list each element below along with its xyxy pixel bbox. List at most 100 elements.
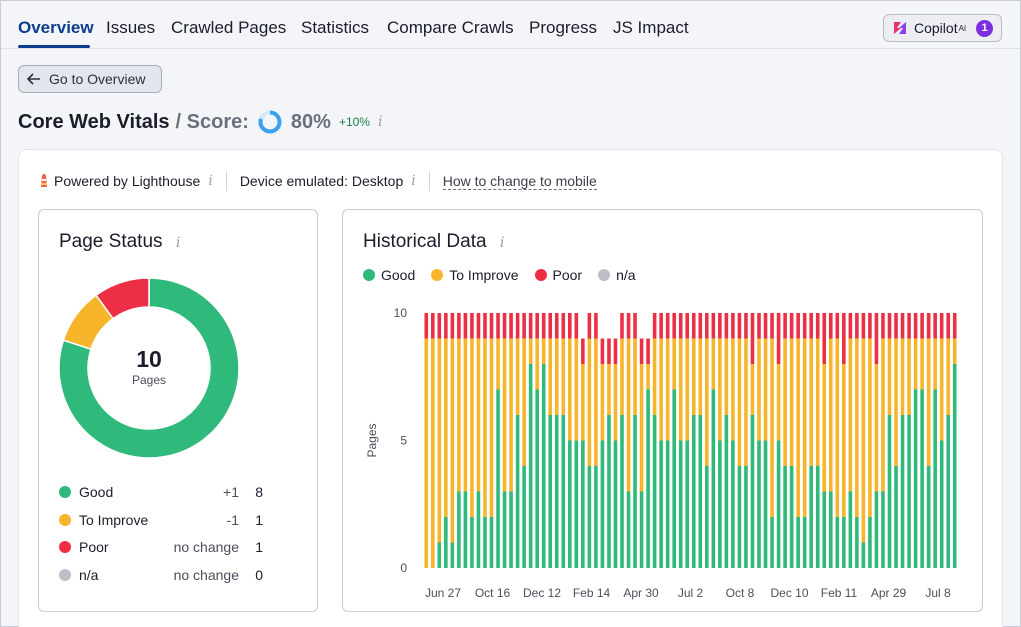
- bar-segment[interactable]: [561, 338, 566, 416]
- bar-segment[interactable]: [737, 313, 742, 339]
- bar-segment[interactable]: [802, 517, 807, 568]
- bar-segment[interactable]: [652, 415, 657, 568]
- bar-segment[interactable]: [685, 313, 690, 339]
- bar-segment[interactable]: [607, 364, 611, 415]
- bar-segment[interactable]: [587, 313, 592, 339]
- bar-segment[interactable]: [848, 313, 853, 339]
- bar-segment[interactable]: [868, 338, 872, 518]
- bar-segment[interactable]: [457, 491, 461, 569]
- bar-segment[interactable]: [770, 338, 774, 518]
- bar-segment[interactable]: [705, 466, 709, 568]
- bar-segment[interactable]: [828, 313, 833, 339]
- bar-segment[interactable]: [789, 338, 794, 467]
- bar-segment[interactable]: [470, 313, 474, 339]
- bar-segment[interactable]: [678, 313, 683, 339]
- bar-segment[interactable]: [528, 338, 533, 365]
- bar-segment[interactable]: [613, 364, 618, 441]
- bar-segment[interactable]: [946, 415, 951, 568]
- bar-segment[interactable]: [835, 517, 840, 568]
- bar-segment[interactable]: [881, 338, 885, 492]
- info-icon[interactable]: i: [499, 235, 505, 251]
- bar-segment[interactable]: [783, 338, 787, 467]
- bar-segment[interactable]: [737, 466, 742, 568]
- bar-segment[interactable]: [554, 313, 559, 339]
- bar-segment[interactable]: [613, 338, 618, 365]
- bar-segment[interactable]: [815, 466, 820, 568]
- bar-segment[interactable]: [861, 313, 866, 339]
- bar-segment[interactable]: [535, 389, 539, 569]
- bar-segment[interactable]: [731, 338, 735, 441]
- bar-segment[interactable]: [926, 313, 931, 339]
- bar-segment[interactable]: [541, 364, 546, 568]
- bar-segment[interactable]: [476, 491, 481, 569]
- bar-segment[interactable]: [626, 491, 631, 569]
- bar-segment[interactable]: [815, 313, 820, 339]
- bar-segment[interactable]: [548, 313, 553, 339]
- bar-segment[interactable]: [528, 313, 533, 339]
- bar-segment[interactable]: [672, 389, 676, 569]
- bar-segment[interactable]: [430, 338, 435, 569]
- bar-segment[interactable]: [444, 313, 448, 339]
- bar-segment[interactable]: [568, 313, 572, 339]
- bar-segment[interactable]: [913, 313, 918, 339]
- bar-segment[interactable]: [718, 338, 722, 441]
- bar-segment[interactable]: [581, 440, 585, 569]
- bar-segment[interactable]: [437, 542, 442, 569]
- bar-segment[interactable]: [737, 338, 742, 467]
- bar-segment[interactable]: [639, 338, 644, 365]
- bar-segment[interactable]: [620, 338, 624, 416]
- bar-segment[interactable]: [894, 313, 898, 339]
- bar-segment[interactable]: [613, 440, 618, 569]
- bar-segment[interactable]: [868, 313, 872, 339]
- tab-statistics[interactable]: Statistics: [301, 18, 370, 37]
- bar-segment[interactable]: [887, 415, 892, 568]
- bar-segment[interactable]: [835, 313, 840, 339]
- bar-segment[interactable]: [502, 313, 507, 339]
- bar-segment[interactable]: [842, 313, 846, 364]
- bar-segment[interactable]: [705, 338, 709, 467]
- bar-segment[interactable]: [633, 338, 637, 416]
- bar-segment[interactable]: [626, 313, 631, 339]
- bar-segment[interactable]: [509, 313, 513, 339]
- bar-segment[interactable]: [868, 517, 872, 568]
- bar-segment[interactable]: [881, 491, 885, 569]
- bar-segment[interactable]: [900, 313, 905, 339]
- bar-segment[interactable]: [424, 313, 429, 339]
- bar-segment[interactable]: [724, 313, 729, 339]
- tab-progress[interactable]: Progress: [529, 18, 598, 37]
- go-to-overview-button[interactable]: Go to Overview: [18, 65, 162, 93]
- bar-segment[interactable]: [711, 338, 716, 390]
- info-icon[interactable]: i: [411, 173, 416, 189]
- bar-segment[interactable]: [470, 517, 474, 568]
- bar-segment[interactable]: [744, 338, 748, 467]
- bar-segment[interactable]: [757, 313, 761, 339]
- bar-segment[interactable]: [894, 466, 898, 568]
- bar-segment[interactable]: [894, 338, 898, 467]
- bar-segment[interactable]: [437, 313, 442, 339]
- bar-segment[interactable]: [809, 466, 813, 568]
- bar-segment[interactable]: [509, 491, 513, 569]
- bar-segment[interactable]: [933, 313, 937, 339]
- bar-segment[interactable]: [881, 313, 885, 339]
- bar-segment[interactable]: [952, 313, 957, 339]
- bar-segment[interactable]: [620, 415, 624, 568]
- donut-segment-poor[interactable]: [95, 277, 150, 320]
- bar-segment[interactable]: [939, 338, 944, 441]
- bar-segment[interactable]: [907, 415, 911, 568]
- bar-segment[interactable]: [554, 338, 559, 416]
- bar-segment[interactable]: [561, 415, 566, 568]
- bar-segment[interactable]: [861, 542, 866, 569]
- bar-segment[interactable]: [952, 364, 957, 568]
- bar-segment[interactable]: [763, 338, 768, 441]
- bar-segment[interactable]: [463, 338, 468, 492]
- bar-segment[interactable]: [796, 517, 800, 568]
- tab-compare-crawls[interactable]: Compare Crawls: [387, 18, 514, 37]
- bar-segment[interactable]: [744, 466, 748, 568]
- bar-segment[interactable]: [496, 389, 500, 569]
- bar-segment[interactable]: [698, 313, 703, 339]
- bar-segment[interactable]: [574, 338, 579, 441]
- bar-segment[interactable]: [744, 313, 748, 339]
- legend-item-na[interactable]: n/a: [598, 267, 636, 283]
- bar-segment[interactable]: [522, 313, 526, 339]
- bar-segment[interactable]: [489, 338, 494, 518]
